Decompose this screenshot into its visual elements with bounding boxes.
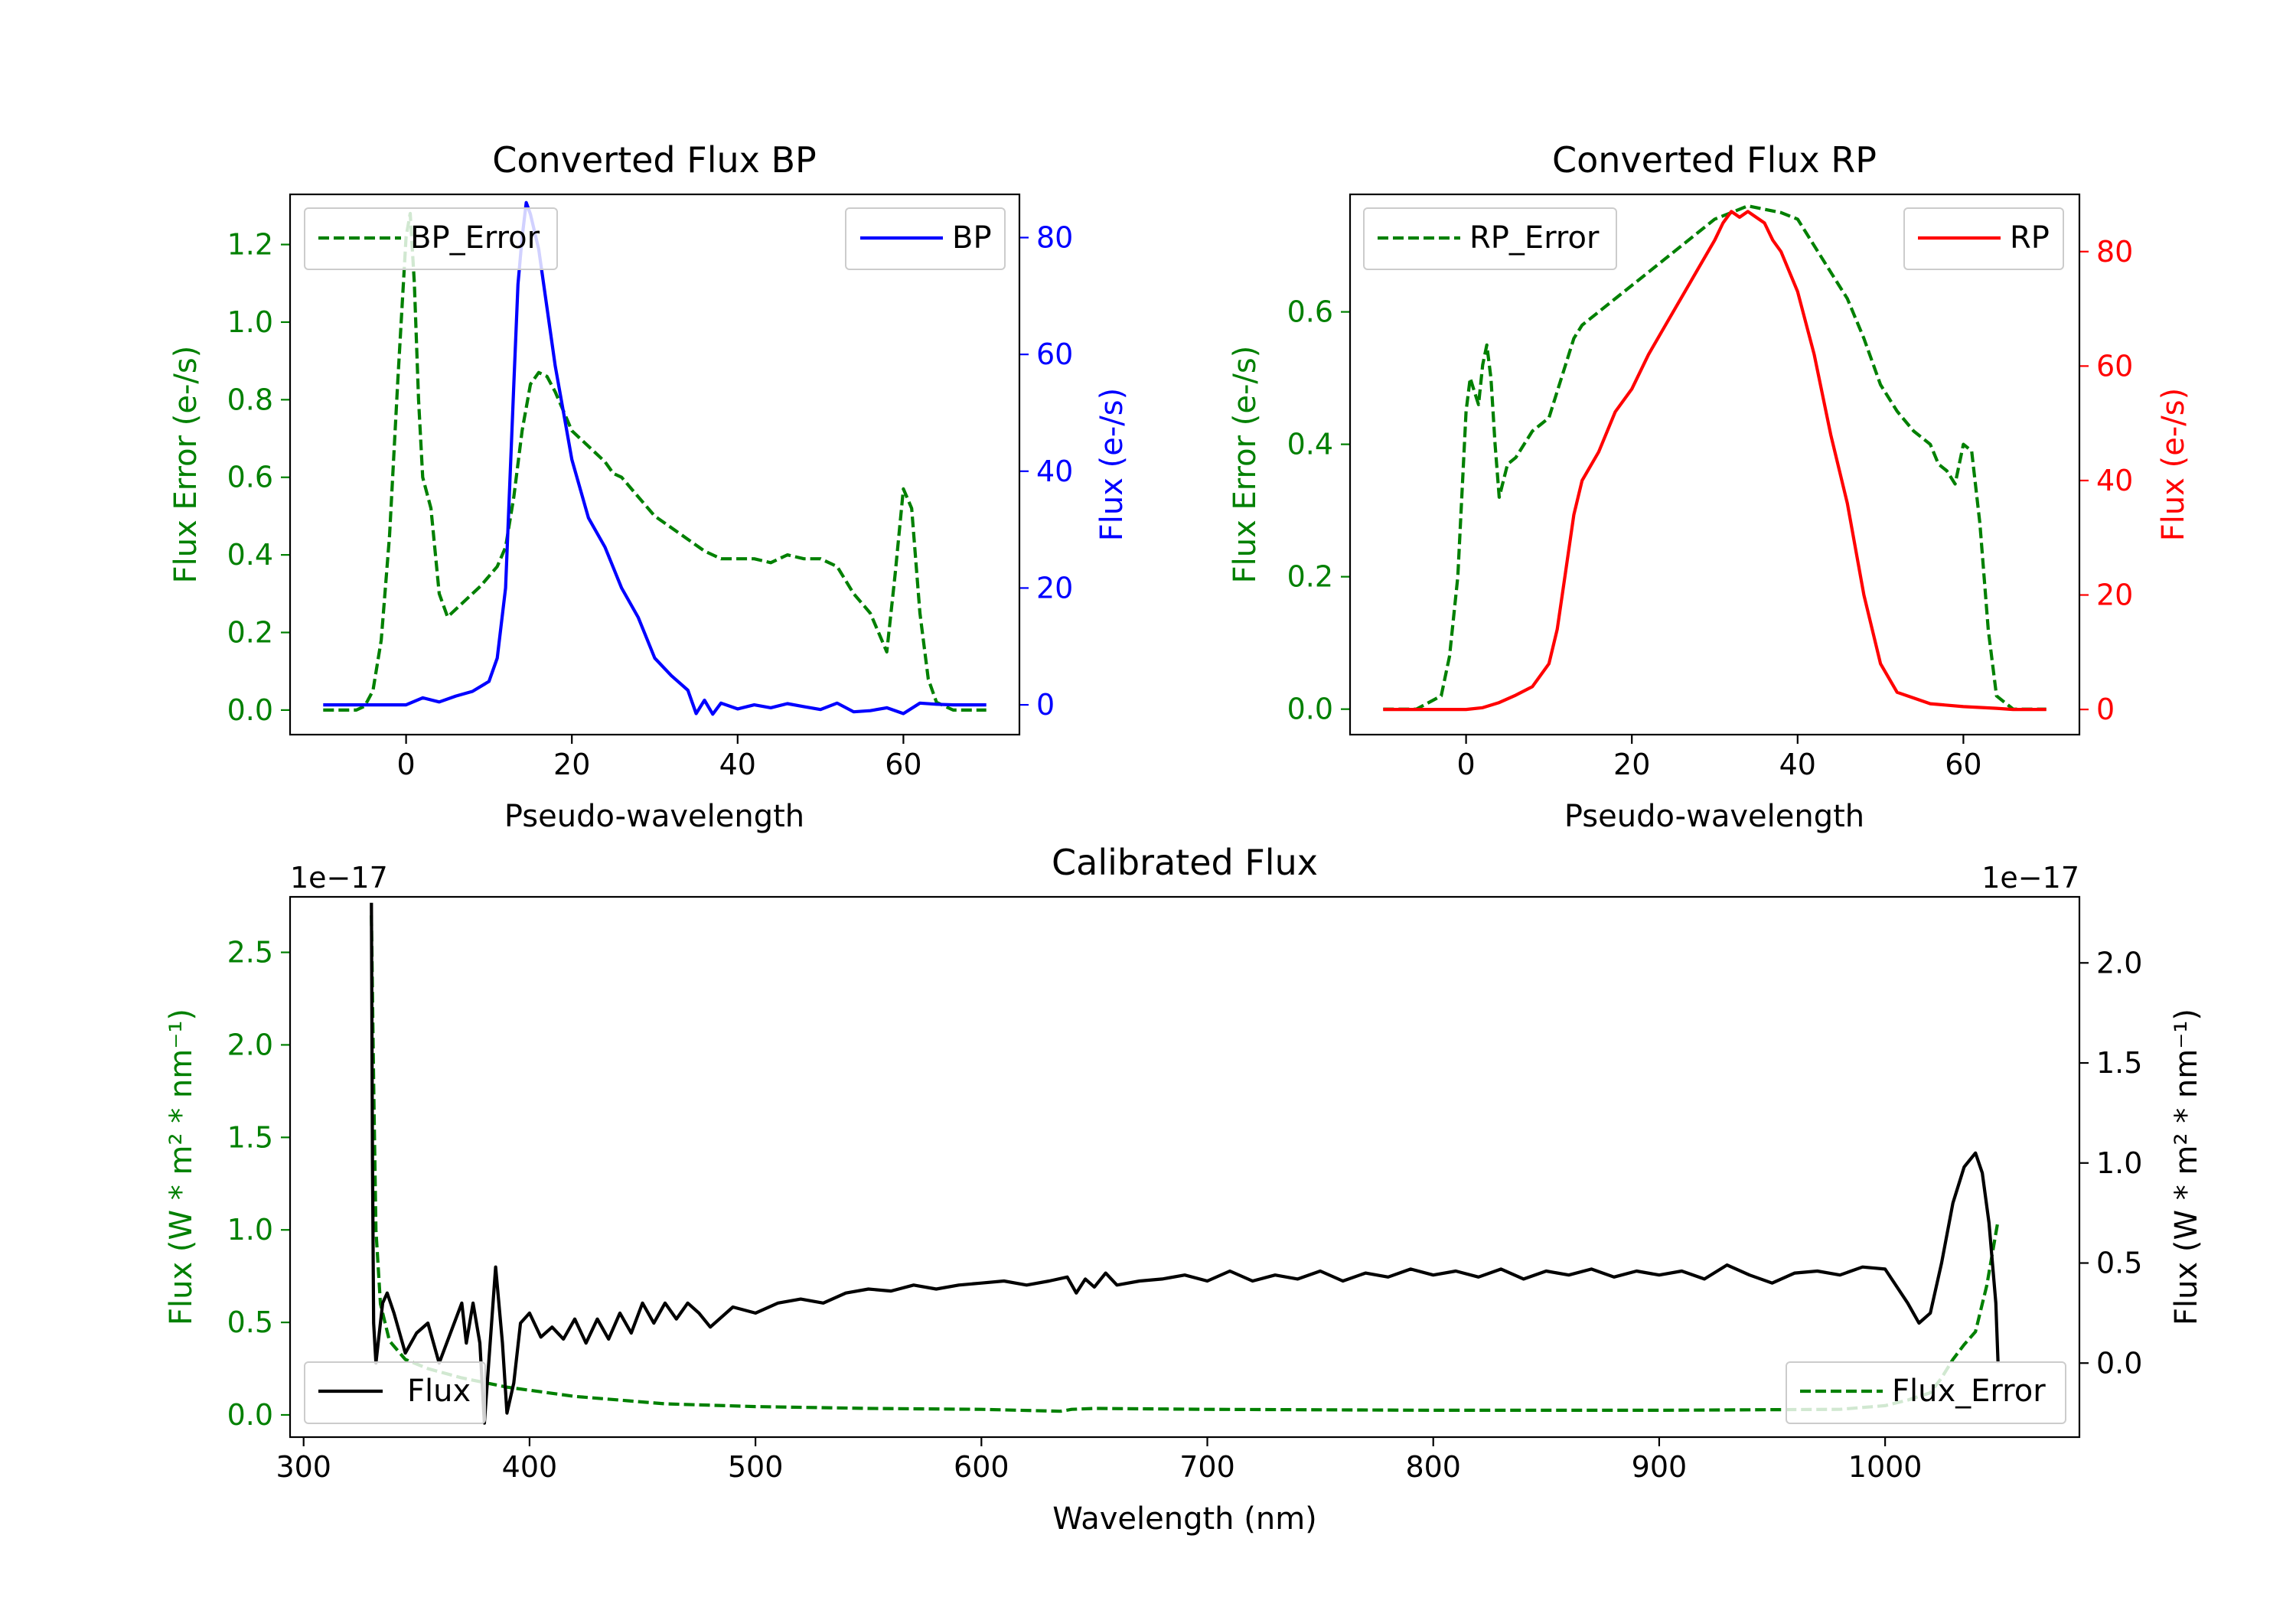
rp-legend-left-box: [1363, 207, 1617, 270]
rp-ytick-right-label: 0: [2096, 693, 2115, 726]
calibrated-panel: Calibrated Flux 1e−17 1e−17 300 400 500 600…: [164, 842, 2204, 1537]
rp-legend-left-label: RP_Error: [1469, 220, 1600, 256]
bp-ticks: 0 20 40 60 0.0 0.2 0.4 0.6 0.8 1.0 1.2 0 20 40 60 80: [227, 220, 1074, 781]
calibrated-legend-right: Flux_Error: [1786, 1361, 2066, 1424]
calibrated-legend-left-label: Flux: [407, 1374, 471, 1409]
calibrated-ytick-right-label: 0.0: [2096, 1346, 2142, 1380]
calibrated-plot-frame: [289, 895, 2081, 1439]
rp-panel: Converted Flux RP 0 20 40 60 0.0 0.2 0.4 0.6 0 20…: [1228, 139, 2191, 834]
bp-xtick-label: 40: [719, 748, 756, 781]
calibrated-ylabel-right: Flux (W * m² * nm⁻¹): [2169, 1009, 2204, 1325]
bp-ytick-right-label: 20: [1036, 571, 1073, 605]
rp-ytick-left-label: 0.0: [1287, 693, 1333, 726]
bp-legend-left: BP_Error: [304, 207, 558, 270]
rp-rp-line: [1383, 210, 2047, 712]
calibrated-xtick-label: 400: [502, 1450, 558, 1484]
calibrated-ytick-right-label: 0.5: [2096, 1247, 2142, 1280]
calibrated-ytick-left-label: 1.0: [227, 1213, 273, 1247]
calibrated-xtick-label: 1000: [1848, 1450, 1923, 1484]
rp-rp-error-line: [1383, 204, 2047, 711]
calibrated-ylabel-left: Flux (W * m² * nm⁻¹): [164, 1009, 199, 1325]
calibrated-ytick-left-label: 1.5: [227, 1120, 273, 1154]
calibrated-legend-left: Flux: [304, 1361, 486, 1424]
calibrated-ytick-left-label: 2.5: [227, 936, 273, 970]
rp-ylabel-left: Flux Error (e-/s): [1228, 346, 1263, 584]
rp-xtick-label: 40: [1779, 748, 1816, 781]
rp-ytick-right-label: 80: [2096, 235, 2133, 269]
bp-xtick-label: 0: [397, 748, 416, 781]
rp-xlabel: Pseudo-wavelength: [1564, 799, 1864, 834]
rp-xtick-label: 20: [1613, 748, 1650, 781]
bp-legend-left-label: BP_Error: [410, 220, 540, 256]
calibrated-flux-series: [370, 902, 2000, 1425]
rp-ytick-right-label: 60: [2096, 349, 2133, 383]
rp-ytick-left-label: 0.4: [1287, 428, 1333, 461]
rp-title: Converted Flux RP: [1552, 139, 1877, 181]
calibrated-xtick-label: 500: [728, 1450, 784, 1484]
calibrated-xlabel: Wavelength (nm): [1052, 1501, 1317, 1537]
bp-ytick-left-label: 1.0: [227, 305, 273, 339]
bp-ytick-right-label: 0: [1036, 688, 1055, 722]
bp-bp-line: [323, 200, 987, 716]
bp-ytick-left-label: 0.8: [227, 383, 273, 416]
bp-ytick-right-label: 80: [1036, 220, 1073, 254]
rp-ytick-right-label: 20: [2096, 579, 2133, 612]
bp-xtick-label: 20: [553, 748, 590, 781]
calibrated-ytick-left-label: 2.0: [227, 1028, 273, 1061]
bp-panel: Converted Flux BP 0 20 40 60 0.0 0.2 0.4 0.6 0.8…: [168, 139, 1130, 834]
rp-ylabel-right: Flux (e-/s): [2156, 388, 2191, 541]
calibrated-xtick-label: 300: [276, 1450, 331, 1484]
rp-flux-series: [1383, 210, 2047, 712]
calibrated-legend-right-box: [1786, 1361, 2066, 1424]
bp-flux-series: [323, 200, 987, 716]
calibrated-legend-left-box: [304, 1361, 486, 1424]
calibrated-ytick-right-label: 2.0: [2096, 946, 2142, 980]
calibrated-legend-right-label: Flux_Error: [1892, 1374, 2046, 1409]
bp-error-series: [323, 211, 987, 712]
bp-title: Converted Flux BP: [492, 139, 817, 181]
rp-ticks: 0 20 40 60 0.0 0.2 0.4 0.6 0 20 40 60 80: [1287, 235, 2134, 781]
calibrated-xtick-label: 600: [954, 1450, 1009, 1484]
calibrated-ytick-left-label: 0.0: [227, 1398, 273, 1432]
rp-legend-right-label: RP: [2010, 220, 2050, 256]
rp-ytick-left-label: 0.6: [1287, 295, 1333, 329]
calibrated-xtick-label: 700: [1179, 1450, 1235, 1484]
bp-ytick-left-label: 0.6: [227, 461, 273, 494]
rp-legend-right: RP: [1903, 207, 2064, 270]
calibrated-ytick-right-label: 1.0: [2096, 1146, 2142, 1180]
bp-ytick-right-label: 60: [1036, 337, 1073, 371]
bp-ytick-right-label: 40: [1036, 455, 1073, 488]
rp-xtick-label: 60: [1945, 748, 1981, 781]
calibrated-ytick-left-label: 0.5: [227, 1305, 273, 1339]
rp-ytick-right-label: 40: [2096, 464, 2133, 497]
rp-error-series: [1383, 204, 2047, 711]
bp-legend-left-box: [304, 207, 558, 270]
rp-legend-left: RP_Error: [1363, 207, 1617, 270]
rp-xtick-label: 0: [1457, 748, 1476, 781]
calibrated-xtick-label: 900: [1632, 1450, 1688, 1484]
calibrated-ytick-right-label: 1.5: [2096, 1046, 2142, 1080]
bp-ytick-left-label: 1.2: [227, 228, 273, 262]
calibrated-ticks: 300 400 500 600 700 800 900 1000 0.0 0.5 1.0 1.5 2.0…: [227, 936, 2143, 1484]
calibrated-flux-line: [370, 902, 2000, 1425]
rp-ytick-left-label: 0.2: [1287, 560, 1333, 594]
bp-ylabel-right: Flux (e-/s): [1094, 388, 1130, 541]
bp-xtick-label: 60: [885, 748, 921, 781]
bp-legend-right-label: BP: [952, 220, 992, 256]
bp-legend-right: BP: [845, 207, 1006, 270]
bp-ylabel-left: Flux Error (e-/s): [168, 346, 204, 584]
calibrated-offset-left: 1e−17: [290, 861, 388, 895]
bp-ytick-left-label: 0.0: [227, 693, 273, 727]
bp-plot-frame: [289, 193, 1021, 736]
bp-ytick-left-label: 0.4: [227, 538, 273, 572]
calibrated-xtick-label: 800: [1405, 1450, 1461, 1484]
bp-ytick-left-label: 0.2: [227, 616, 273, 650]
bp-xlabel: Pseudo-wavelength: [504, 799, 804, 834]
bp-bp-error-line: [323, 211, 987, 712]
rp-plot-frame: [1349, 193, 2081, 736]
calibrated-offset-right: 1e−17: [1981, 861, 2079, 895]
calibrated-title: Calibrated Flux: [1052, 842, 1318, 883]
